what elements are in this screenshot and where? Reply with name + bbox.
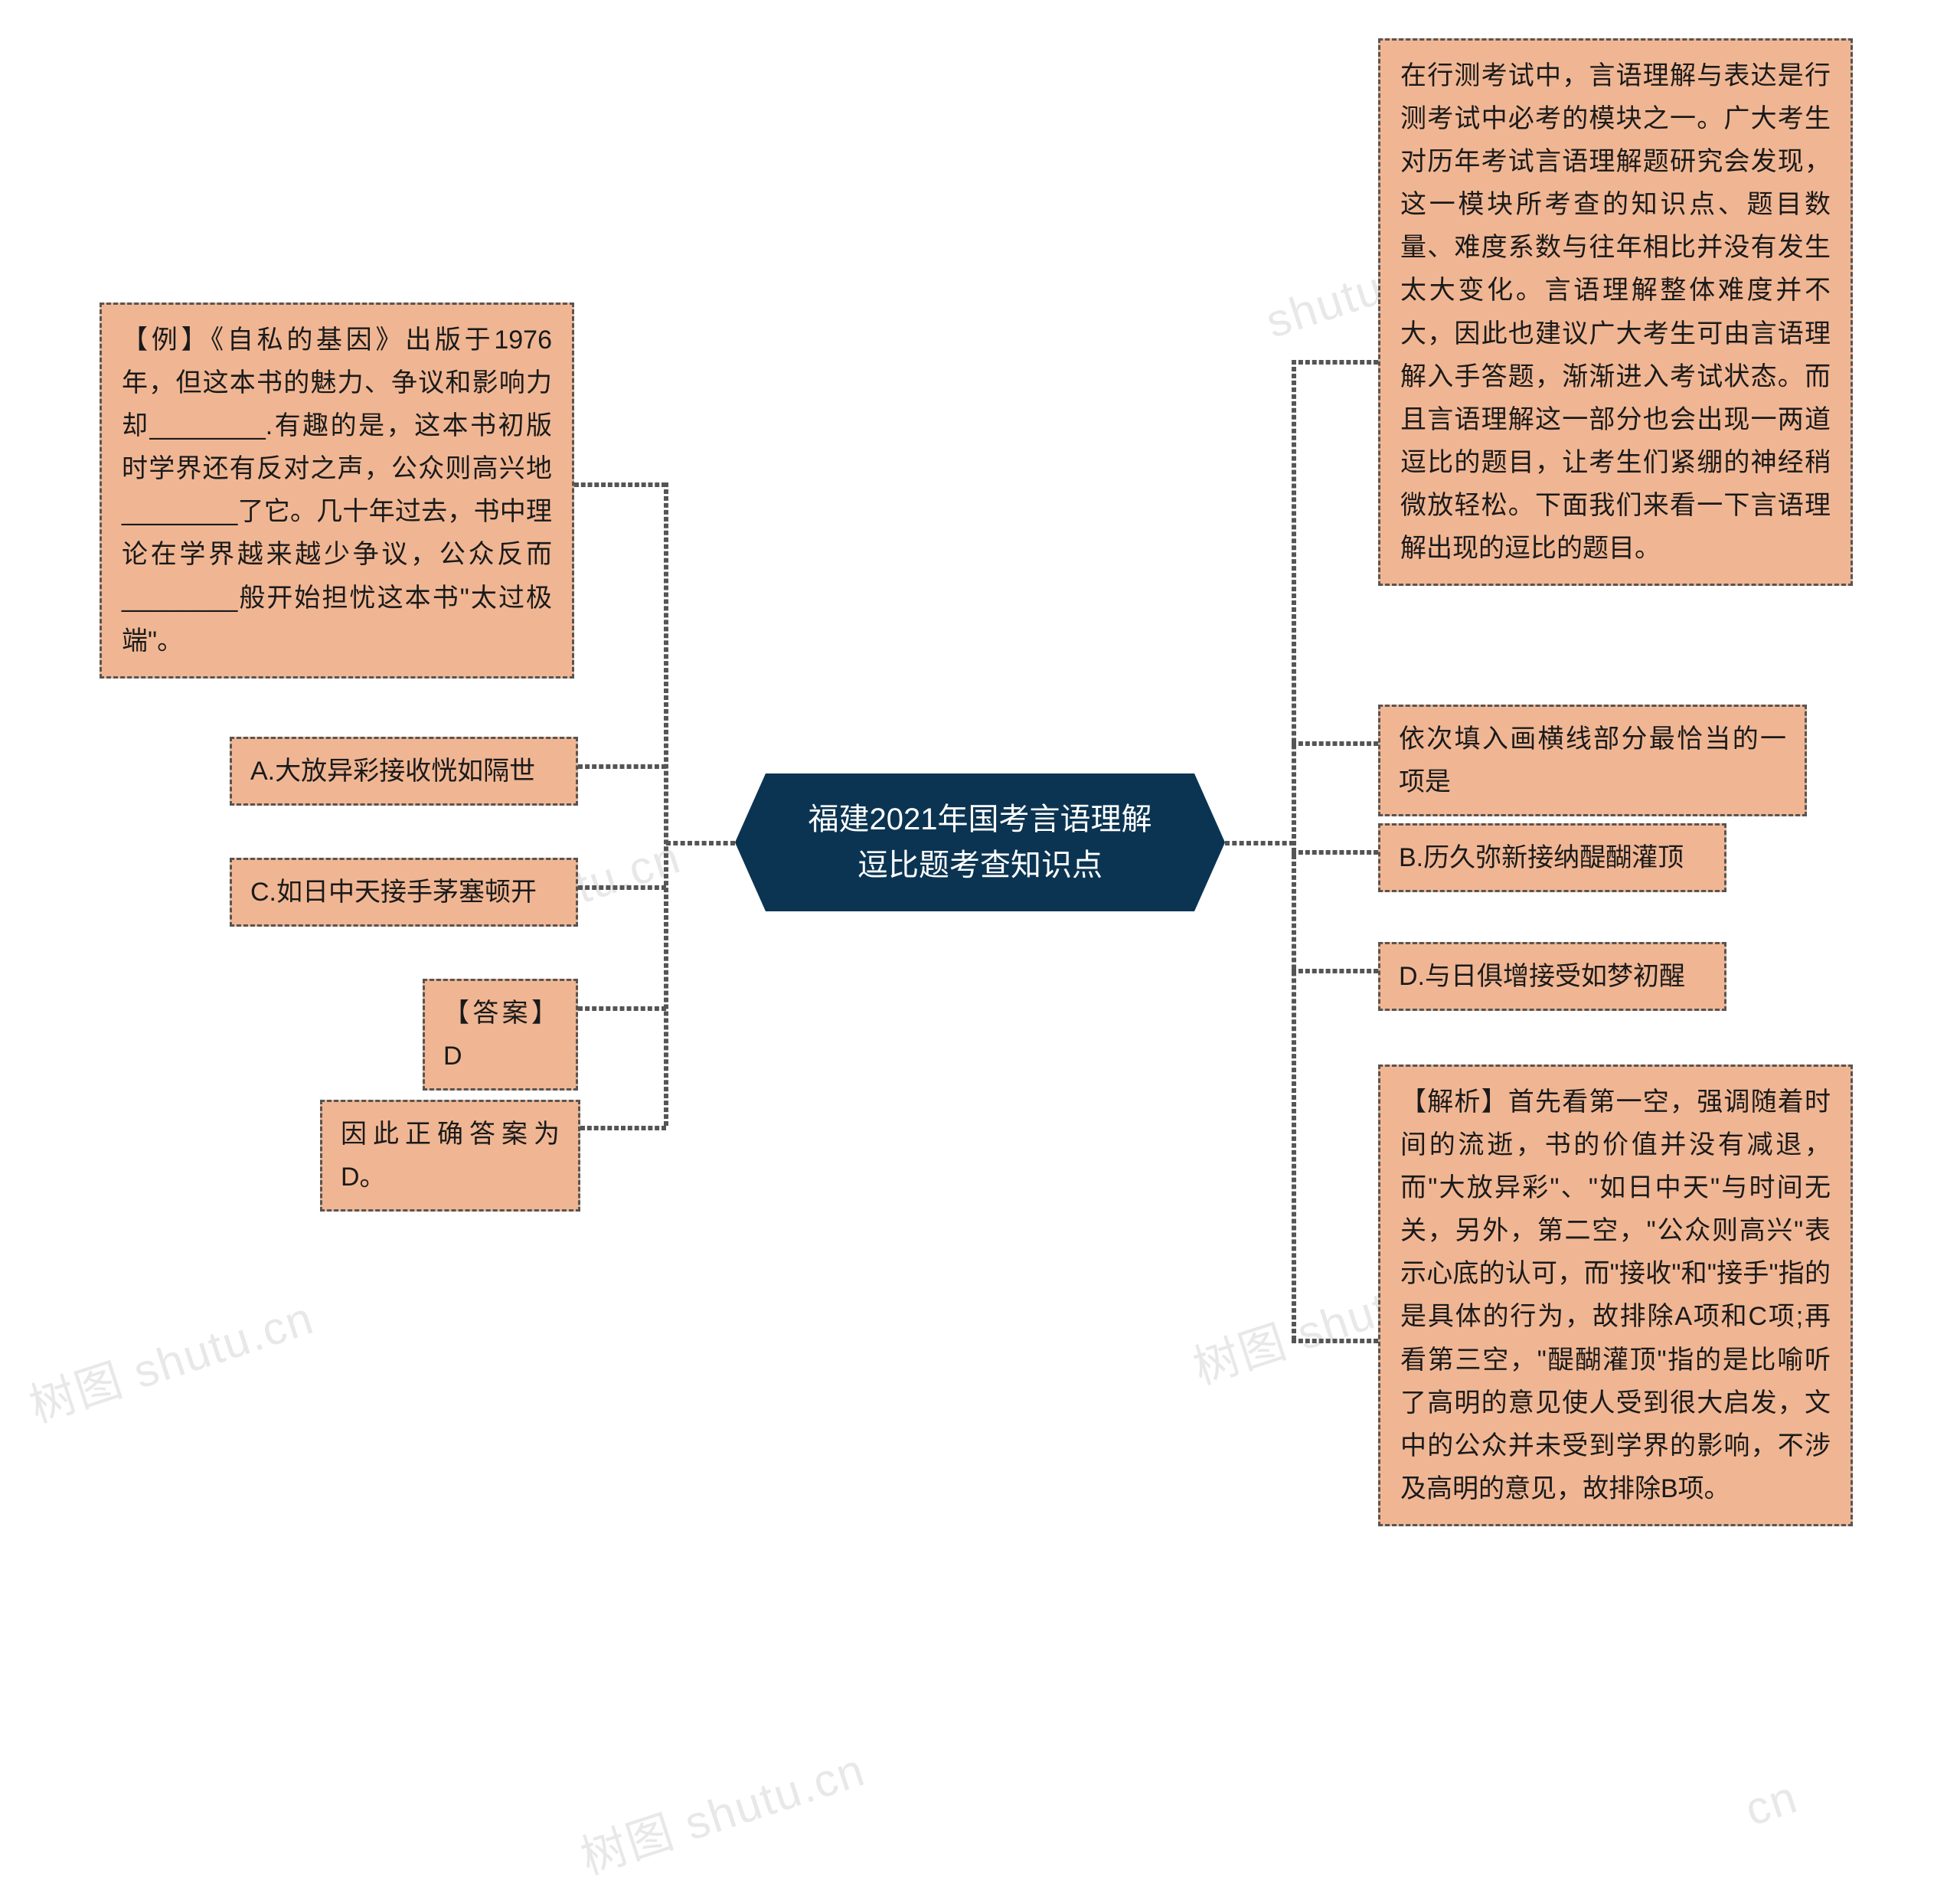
node-conclusion-text: 因此正确答案为D。 <box>341 1120 560 1192</box>
node-option-a-text: A.大放异彩接收恍如隔世 <box>250 757 535 786</box>
node-option-d-text: D.与日俱增接受如梦初醒 <box>1399 962 1685 991</box>
node-option-c-text: C.如日中天接手茅塞顿开 <box>250 878 537 907</box>
connector <box>1292 360 1378 365</box>
watermark: cn <box>1739 1770 1804 1836</box>
node-conclusion: 因此正确答案为D。 <box>320 1100 580 1212</box>
connector <box>1225 841 1294 845</box>
node-answer: 【答案】D <box>423 979 578 1091</box>
center-topic-text: 福建2021年国考言语理解逗比题考查知识点 <box>808 803 1152 882</box>
connector <box>578 764 666 769</box>
connector <box>578 1006 666 1011</box>
connector <box>664 482 668 1126</box>
connector <box>1292 1339 1378 1343</box>
node-option-b-text: B.历久弥新接纳醍醐灌顶 <box>1399 843 1684 872</box>
center-topic: 福建2021年国考言语理解逗比题考查知识点 <box>766 773 1194 911</box>
connector <box>1292 969 1378 973</box>
node-option-d: D.与日俱增接受如梦初醒 <box>1378 942 1726 1011</box>
node-example: 【例】《自私的基因》出版于1976年，但这本书的魅力、争议和影响力却______… <box>100 303 574 679</box>
node-option-b: B.历久弥新接纳醍醐灌顶 <box>1378 823 1726 892</box>
connector <box>1292 850 1378 855</box>
node-intro: 在行测考试中，言语理解与表达是行测考试中必考的模块之一。广大考生对历年考试言语理… <box>1378 38 1853 586</box>
connector <box>578 885 666 890</box>
watermark: 树图 shutu.cn <box>571 1733 873 1887</box>
node-question: 依次填入画横线部分最恰当的一项是 <box>1378 705 1807 816</box>
node-analysis-text: 【解析】首先看第一空，强调随着时间的流逝，书的价值并没有减退，而"大放异彩"、"… <box>1400 1087 1831 1503</box>
connector <box>574 482 666 487</box>
connector <box>1292 741 1378 746</box>
connector <box>666 841 735 845</box>
node-option-c: C.如日中天接手茅塞顿开 <box>230 858 578 927</box>
node-analysis: 【解析】首先看第一空，强调随着时间的流逝，书的价值并没有减退，而"大放异彩"、"… <box>1378 1065 1853 1526</box>
node-example-text: 【例】《自私的基因》出版于1976年，但这本书的魅力、争议和影响力却______… <box>122 325 552 656</box>
node-answer-text: 【答案】D <box>443 999 557 1071</box>
node-option-a: A.大放异彩接收恍如隔世 <box>230 737 578 806</box>
node-intro-text: 在行测考试中，言语理解与表达是行测考试中必考的模块之一。广大考生对历年考试言语理… <box>1400 61 1831 563</box>
node-question-text: 依次填入画横线部分最恰当的一项是 <box>1399 724 1786 796</box>
watermark: 树图 shutu.cn <box>20 1281 322 1436</box>
connector <box>580 1126 666 1130</box>
